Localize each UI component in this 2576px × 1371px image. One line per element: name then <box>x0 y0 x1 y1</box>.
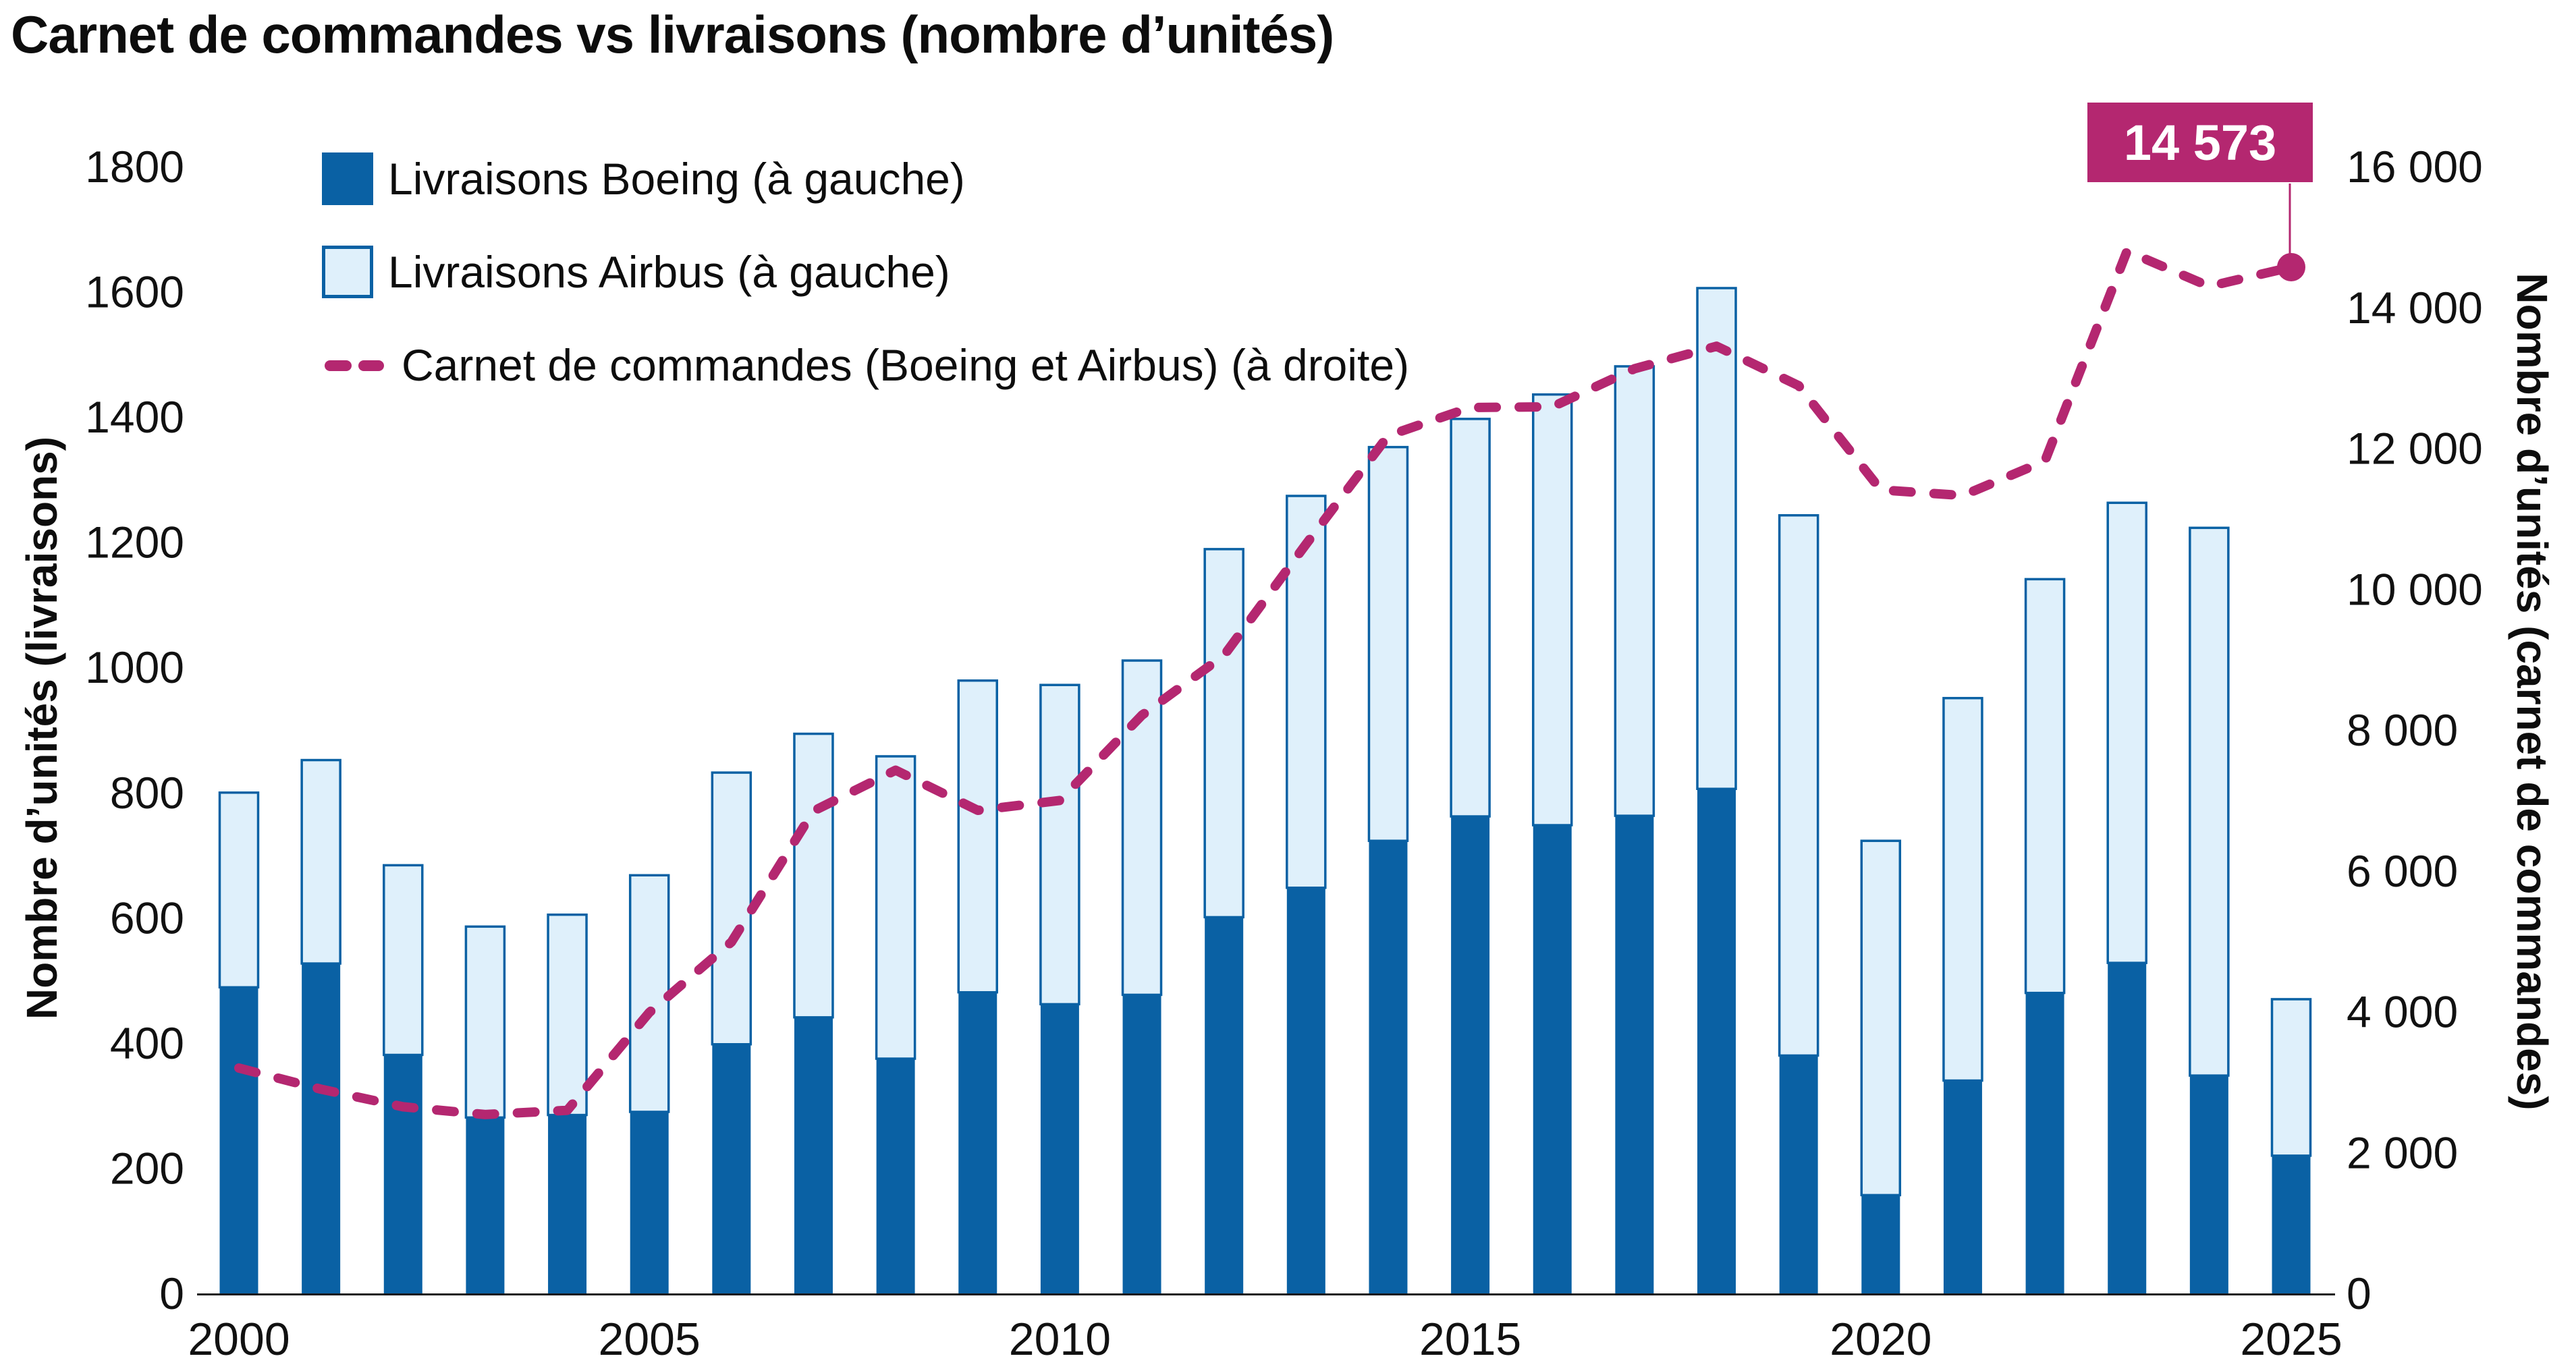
bar-boeing-2015 <box>1451 816 1490 1294</box>
callout-value-badge: 14 573 <box>2087 103 2313 182</box>
bar-boeing-2002 <box>383 1055 422 1294</box>
x-tick-2015: 2015 <box>1419 1314 1521 1365</box>
legend-label-airbus: Livraisons Airbus (à gauche) <box>388 247 950 297</box>
airbus-swatch-icon <box>322 246 373 298</box>
left-tick-1200: 1200 <box>85 517 184 567</box>
bar-airbus-2022 <box>2024 578 2066 995</box>
backlog-end-marker <box>2277 252 2305 281</box>
bar-boeing-2011 <box>1122 995 1161 1294</box>
left-tick-0: 0 <box>159 1268 184 1318</box>
bar-boeing-2013 <box>1286 887 1325 1294</box>
bar-boeing-2004 <box>548 1115 587 1294</box>
chart-title: Carnet de commandes vs livraisons (nombr… <box>11 5 1334 64</box>
left-tick-1000: 1000 <box>85 642 184 692</box>
bar-airbus-2006 <box>711 771 752 1046</box>
bar-airbus-2010 <box>1039 683 1080 1006</box>
bar-boeing-2025 <box>2272 1155 2311 1294</box>
left-tick-1400: 1400 <box>85 392 184 442</box>
bar-airbus-2013 <box>1286 495 1327 889</box>
right-tick-7: 14 000 <box>2347 283 2483 333</box>
bar-boeing-2003 <box>466 1117 505 1294</box>
bar-airbus-2007 <box>793 732 834 1019</box>
right-tick-2: 4 000 <box>2347 987 2458 1037</box>
bar-boeing-2022 <box>2025 992 2064 1294</box>
left-tick-200: 200 <box>110 1143 184 1193</box>
right-tick-8: 16 000 <box>2347 142 2483 192</box>
bar-boeing-2006 <box>712 1044 751 1294</box>
x-tick-2025: 2025 <box>2240 1314 2342 1365</box>
boeing-swatch-icon <box>322 152 373 205</box>
bar-airbus-2008 <box>875 755 916 1060</box>
bars-layer <box>218 287 2312 1294</box>
bar-airbus-2016 <box>1531 393 1573 827</box>
bar-boeing-2012 <box>1205 917 1244 1294</box>
legend-item-boeing: Livraisons Boeing (à gauche) <box>322 152 1409 205</box>
right-tick-6: 12 000 <box>2347 424 2483 474</box>
x-tick-2010: 2010 <box>1009 1314 1111 1365</box>
bar-airbus-2002 <box>383 864 424 1057</box>
legend-item-airbus: Livraisons Airbus (à gauche) <box>322 246 1409 298</box>
legend-item-backlog: Carnet de commandes (Boeing et Airbus) (… <box>322 339 1409 391</box>
bar-airbus-2001 <box>300 758 341 965</box>
bar-boeing-2021 <box>1943 1080 1982 1294</box>
bar-airbus-2003 <box>464 925 506 1119</box>
bar-boeing-2007 <box>794 1017 833 1294</box>
bar-airbus-2023 <box>2106 501 2147 964</box>
bar-boeing-2000 <box>219 987 258 1294</box>
legend: Livraisons Boeing (à gauche) Livraisons … <box>322 152 1409 391</box>
bar-boeing-2001 <box>302 963 341 1294</box>
axes-layer: 0 200 400 600 800 1000 1200 1400 1600 1800 0 2 000 4… <box>85 142 2483 1365</box>
right-tick-3: 6 000 <box>2347 846 2458 896</box>
bar-airbus-2009 <box>957 679 999 994</box>
x-tick-2020: 2020 <box>1830 1314 1931 1365</box>
bar-airbus-2004 <box>547 913 588 1117</box>
bar-airbus-2011 <box>1121 659 1163 997</box>
bar-airbus-2021 <box>1942 696 1983 1082</box>
bar-boeing-2005 <box>630 1111 669 1294</box>
backlog-line-layer <box>234 184 2305 1119</box>
dashed-line-swatch-icon <box>325 360 384 371</box>
legend-label-boeing: Livraisons Boeing (à gauche) <box>388 154 965 204</box>
left-tick-1600: 1600 <box>85 267 184 317</box>
right-tick-1: 2 000 <box>2347 1127 2458 1177</box>
bar-boeing-2017 <box>1615 816 1654 1294</box>
bar-airbus-2024 <box>2189 526 2230 1077</box>
bar-airbus-2012 <box>1203 548 1244 919</box>
bar-airbus-2015 <box>1450 418 1491 818</box>
bar-airbus-2018 <box>1696 287 1737 790</box>
bar-boeing-2023 <box>2108 963 2147 1294</box>
bar-boeing-2010 <box>1040 1004 1079 1294</box>
bar-airbus-2000 <box>218 791 260 989</box>
bar-boeing-2008 <box>876 1059 915 1294</box>
bar-boeing-2020 <box>1861 1195 1900 1294</box>
bar-airbus-2025 <box>2270 998 2312 1157</box>
right-tick-5: 10 000 <box>2347 564 2483 614</box>
left-tick-1800: 1800 <box>85 142 184 192</box>
x-tick-2005: 2005 <box>599 1314 701 1365</box>
backlog-line <box>234 246 2296 1119</box>
left-tick-800: 800 <box>110 768 184 818</box>
bar-boeing-2019 <box>1779 1055 1818 1294</box>
bar-boeing-2014 <box>1369 841 1408 1294</box>
right-tick-4: 8 000 <box>2347 705 2458 755</box>
bar-airbus-2005 <box>628 874 670 1113</box>
bar-boeing-2016 <box>1533 825 1572 1294</box>
bar-boeing-2024 <box>2189 1075 2228 1294</box>
left-tick-600: 600 <box>110 893 184 943</box>
bar-airbus-2014 <box>1367 445 1409 842</box>
right-tick-0: 0 <box>2347 1268 2372 1318</box>
bar-airbus-2017 <box>1614 365 1655 817</box>
x-tick-2000: 2000 <box>188 1314 290 1365</box>
legend-label-backlog: Carnet de commandes (Boeing et Airbus) (… <box>402 340 1410 390</box>
bar-airbus-2019 <box>1778 514 1819 1057</box>
bar-boeing-2009 <box>958 992 997 1294</box>
bar-airbus-2020 <box>1860 839 1902 1197</box>
left-tick-400: 400 <box>110 1018 184 1068</box>
bar-boeing-2018 <box>1697 789 1736 1294</box>
